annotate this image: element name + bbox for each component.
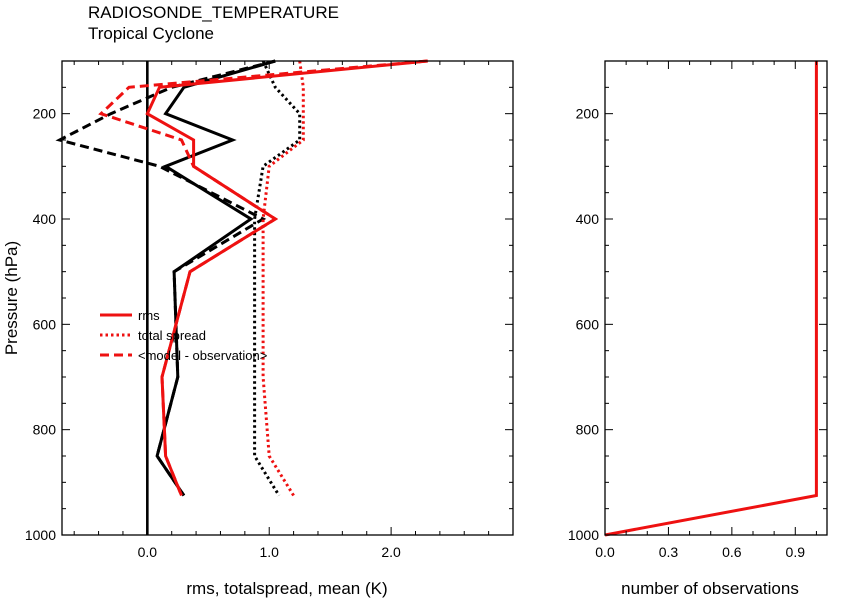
obs-y-tick-label: 400 [576,211,600,227]
obs-y-tick-label: 1000 [568,527,599,543]
chart-title: RADIOSONDE_TEMPERATURE [88,3,339,22]
legend-label: rms [138,308,160,323]
statistics-plot-frame [61,60,514,536]
obs-x-tick-label: 0.6 [722,544,742,560]
red-dashed-series-line [98,59,428,497]
obs-x-tick-label: 0.3 [659,544,679,560]
black-dashed-series-line [55,59,276,497]
observations-plot-frame [604,60,828,536]
y-tick-label: 1000 [25,527,56,543]
x-axis-label: rms, totalspread, mean (K) [186,579,387,598]
y-tick-label: 800 [33,422,57,438]
y-tick-label: 200 [33,106,57,122]
y-tick-label: 600 [33,316,57,332]
obs-x-tick-label: 0.9 [786,544,806,560]
x-tick-label: 0.0 [138,544,158,560]
obs-y-tick-label: 200 [576,106,600,122]
legend-label: <model - observation> [138,348,267,363]
black-solid-series-line [155,59,276,497]
observations-count-line [604,61,818,537]
obs-x-tick-label: 0.0 [595,544,615,560]
legend-label: total spread [138,328,206,343]
obs-y-tick-label: 800 [576,422,600,438]
red-dotted-series-line [261,60,305,497]
black-dotted-series-line [253,60,302,497]
x-tick-label: 2.0 [381,544,401,560]
y-tick-label: 400 [33,211,57,227]
red-solid-series-line [145,59,428,497]
chart-subtitle: Tropical Cyclone [88,24,214,43]
x-tick-label: 1.0 [259,544,279,560]
observations-x-axis-label: number of observations [621,579,799,598]
statistics-panel: 200 400 600 800 1000 0.0 1.0 2.0 rms total sprea… [2,59,514,598]
legend: rms total spread <model - observation> [100,308,267,363]
obs-y-tick-label: 600 [576,316,600,332]
y-axis-label: Pressure (hPa) [2,241,21,355]
